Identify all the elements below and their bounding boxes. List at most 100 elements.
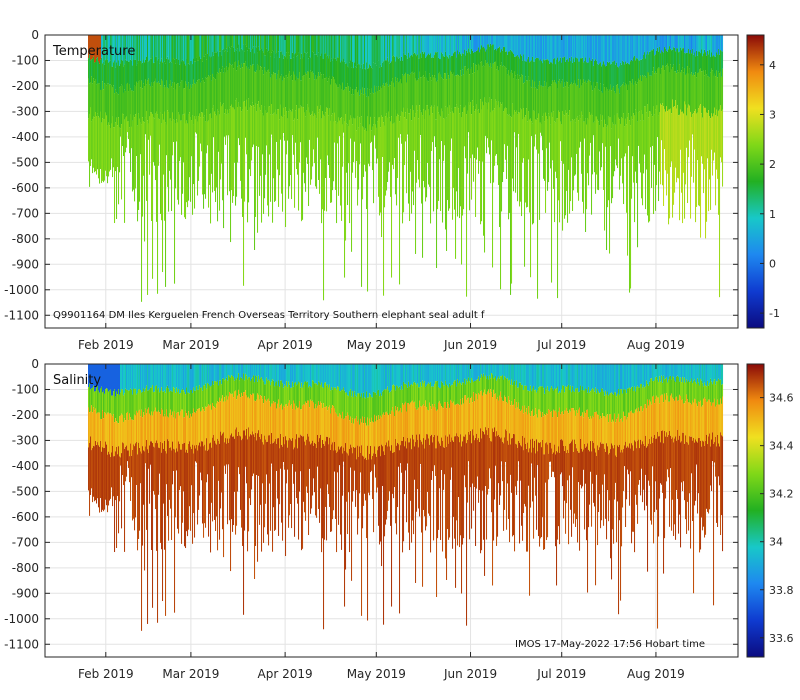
data-cell [353, 117, 355, 162]
data-cell [227, 438, 229, 525]
data-cell [92, 119, 94, 174]
data-cell [574, 410, 576, 440]
data-cell [519, 58, 521, 76]
data-cell [698, 72, 700, 109]
data-cell [672, 35, 674, 50]
data-cell [657, 431, 659, 629]
data-cell [204, 56, 206, 83]
data-cell [306, 53, 308, 75]
data-cell [331, 364, 333, 388]
data-cell [676, 108, 678, 183]
data-cell [124, 364, 126, 394]
data-cell [207, 35, 209, 54]
data-cell [694, 111, 696, 150]
data-cell [198, 408, 200, 446]
data-cell [316, 78, 318, 119]
data-cell [350, 444, 352, 468]
data-cell [203, 364, 205, 386]
data-cell [289, 437, 291, 516]
data-cell [410, 35, 412, 56]
data-cell [339, 364, 341, 392]
data-cell [133, 388, 135, 421]
data-cell [481, 390, 483, 439]
data-cell [708, 35, 710, 55]
data-cell [651, 404, 653, 437]
data-cell [606, 443, 608, 540]
data-cell [596, 82, 598, 117]
data-cell [407, 387, 409, 404]
data-cell [642, 411, 644, 442]
data-cell [583, 79, 585, 122]
data-cell [266, 35, 268, 49]
data-cell [428, 35, 430, 54]
data-cell [233, 68, 235, 108]
data-cell [93, 445, 95, 497]
data-cell [369, 35, 371, 65]
data-cell [117, 35, 119, 66]
data-cell [312, 380, 314, 401]
data-cell [533, 110, 535, 224]
data-cell [406, 364, 408, 385]
data-cell [139, 60, 141, 81]
data-cell [231, 394, 233, 434]
data-cell [633, 113, 635, 183]
data-cell [615, 93, 617, 125]
data-cell [632, 119, 634, 157]
data-cell [512, 385, 514, 406]
data-cell [549, 63, 551, 87]
data-cell [178, 83, 180, 113]
data-cell [374, 85, 376, 118]
data-cell [447, 73, 449, 108]
data-cell [180, 35, 182, 65]
data-cell [425, 364, 427, 387]
data-cell [331, 35, 333, 59]
data-cell [479, 35, 481, 53]
data-cell [367, 445, 369, 621]
data-cell [149, 389, 151, 414]
data-cell [516, 402, 518, 445]
data-cell [351, 396, 353, 424]
data-cell [489, 66, 491, 98]
data-cell [176, 84, 178, 120]
data-cell [384, 35, 386, 61]
x-tick-label: Jun 2019 [443, 338, 497, 352]
data-cell [161, 58, 163, 80]
data-cell [565, 61, 567, 87]
data-cell [289, 384, 291, 401]
data-cell [208, 383, 210, 405]
data-cell [156, 440, 158, 551]
data-cell [186, 413, 188, 450]
data-cell [556, 388, 558, 413]
data-cell [490, 364, 492, 379]
data-cell [594, 60, 596, 89]
data-cell [441, 381, 443, 407]
data-cell [259, 35, 261, 51]
data-cell [165, 122, 167, 287]
data-cell [361, 422, 363, 446]
data-cell [258, 65, 260, 102]
data-cell [183, 61, 185, 89]
data-cell [182, 409, 184, 444]
data-cell [618, 35, 620, 68]
data-cell [566, 364, 568, 388]
data-cell [426, 385, 428, 407]
data-cell [174, 449, 176, 613]
data-cell [331, 408, 333, 445]
data-cell [239, 106, 241, 146]
data-cell [174, 120, 176, 284]
data-cell [104, 393, 106, 413]
data-cell [390, 62, 392, 86]
data-cell [487, 44, 489, 63]
data-cell [282, 383, 284, 410]
data-cell [291, 440, 293, 529]
data-cell [111, 364, 113, 396]
data-cell [652, 442, 654, 467]
data-cell [177, 412, 179, 452]
data-cell [635, 109, 637, 172]
data-cell [534, 415, 536, 441]
data-cell [276, 381, 278, 409]
data-cell [579, 364, 581, 392]
data-cell [461, 384, 463, 405]
data-cell [169, 447, 171, 500]
data-cell [311, 114, 313, 180]
